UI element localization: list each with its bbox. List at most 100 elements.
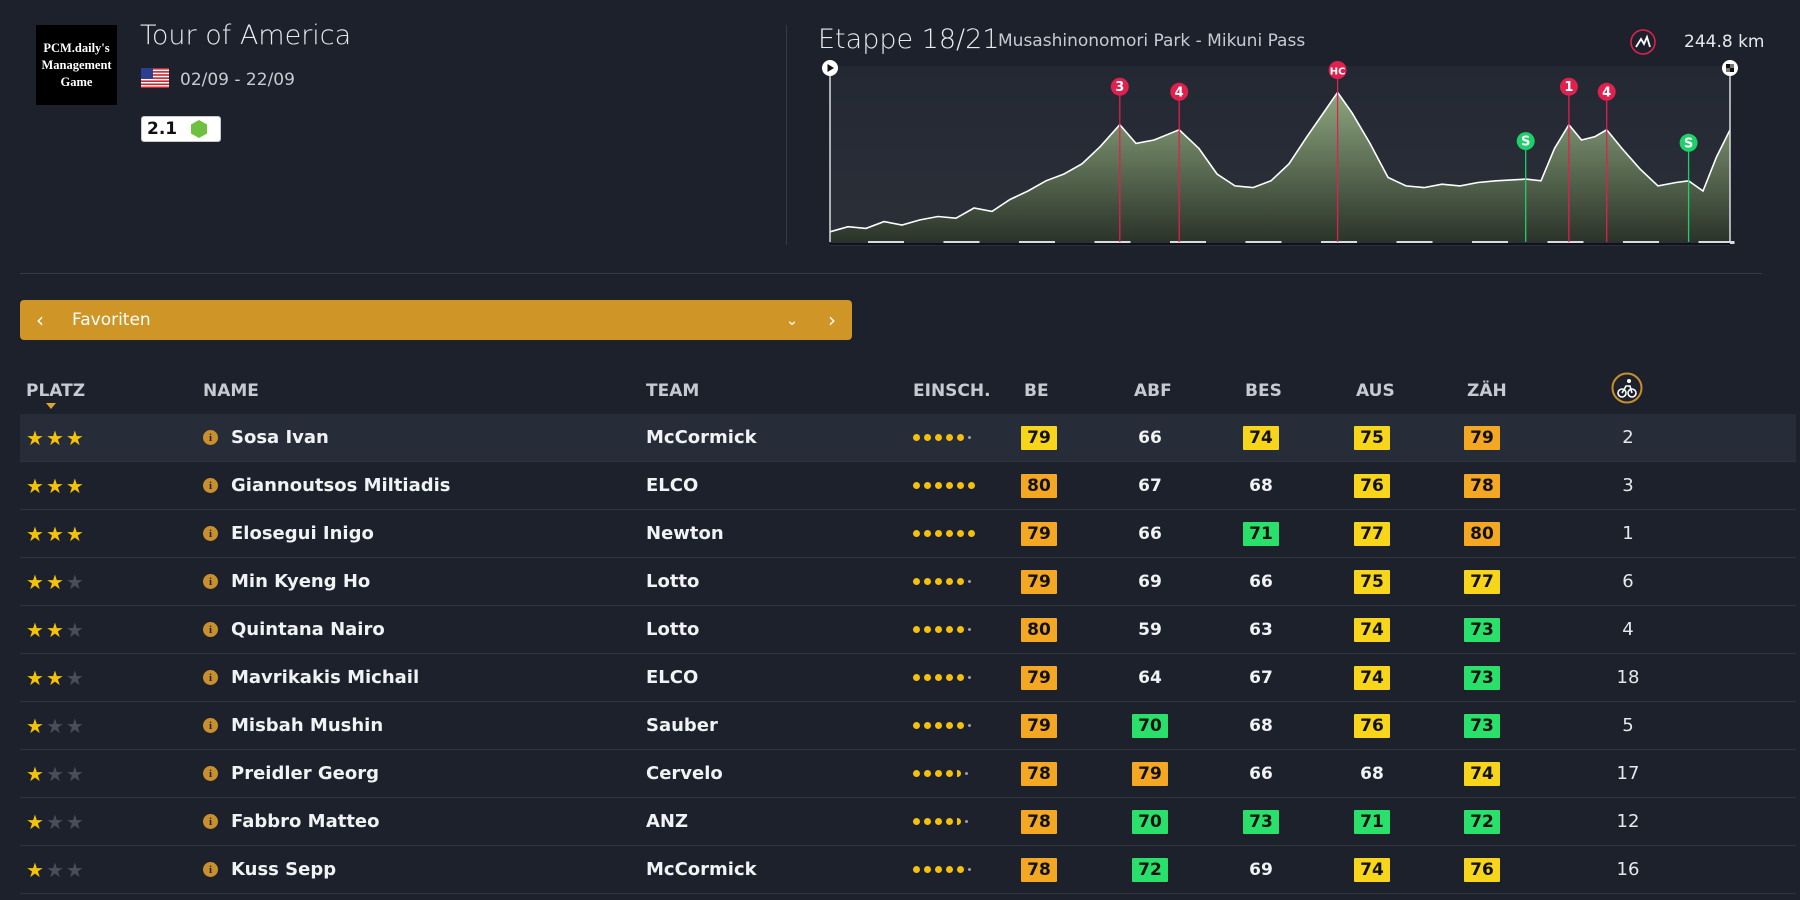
stat-abf-value: 69: [1138, 571, 1162, 592]
form-dot: [946, 818, 953, 825]
rider-team[interactable]: Cervelo: [646, 763, 723, 784]
header-platz[interactable]: PLATZ: [26, 381, 86, 401]
km-tick: [1547, 241, 1584, 244]
info-icon[interactable]: i: [203, 510, 218, 557]
table-row[interactable]: ★ ★ ★ i Mavrikakis Michail ELCO 79 64 67 74 73 18: [20, 654, 1796, 702]
rider-team[interactable]: McCormick: [646, 859, 757, 880]
finish-flag-icon: [1722, 60, 1738, 76]
star-icon: ★: [26, 665, 46, 690]
stat-aus: 71: [1354, 798, 1390, 845]
stat-aus-value: 68: [1360, 763, 1384, 784]
climb-marker[interactable]: [1597, 82, 1616, 101]
rider-name[interactable]: Elosegui Inigo: [231, 523, 374, 544]
form-dot-small: [968, 436, 971, 439]
info-icon[interactable]: i: [203, 462, 218, 509]
race-category-badge: 2.1: [141, 116, 221, 142]
header-team[interactable]: TEAM: [646, 381, 700, 401]
chevron-right-icon[interactable]: ›: [828, 308, 836, 332]
rider-name[interactable]: Preidler Georg: [231, 763, 379, 784]
rider-team[interactable]: Lotto: [646, 571, 700, 592]
header-aus[interactable]: AUS: [1356, 381, 1395, 401]
climb-marker-label: HC: [1330, 67, 1346, 78]
rider-name[interactable]: Giannoutsos Miltiadis: [231, 475, 451, 496]
table-row[interactable]: ★ ★ ★ i Misbah Mushin Sauber 79 70 68 76 73 5: [20, 702, 1796, 750]
table-row[interactable]: ★ ★ ★ i Quintana Nairo Lotto 80 59 63 74 73 4: [20, 606, 1796, 654]
header-be[interactable]: BE: [1024, 381, 1049, 401]
rider-team[interactable]: Sauber: [646, 715, 718, 736]
form-dot: [946, 722, 953, 729]
rating-stars: ★ ★ ★: [26, 750, 86, 797]
selector-label[interactable]: Favoriten: [72, 310, 151, 330]
header-bes[interactable]: BES: [1245, 381, 1282, 401]
stat-zah: 76: [1464, 846, 1500, 893]
favorites-selector[interactable]: ‹ Favoriten ⌄ ›: [20, 300, 852, 340]
header-einsch[interactable]: EINSCH.: [913, 381, 991, 401]
form-indicator: [913, 846, 971, 893]
table-row[interactable]: ★ ★ ★ i Fabbro Matteo ANZ 78 70 73 71 72 12: [20, 798, 1796, 846]
table-row[interactable]: ★ ★ ★ i Giannoutsos Miltiadis ELCO 80 67 68 76 78 3: [20, 462, 1796, 510]
info-icon[interactable]: i: [203, 846, 218, 893]
climb-marker[interactable]: [1559, 77, 1578, 96]
header-abf[interactable]: ABF: [1134, 381, 1172, 401]
mountain-profile-icon[interactable]: [1630, 29, 1656, 55]
stat-aus-badge: 74: [1354, 665, 1390, 690]
rider-rank: 3: [1622, 475, 1634, 496]
form-dot: [913, 818, 920, 825]
rider-team[interactable]: ELCO: [646, 667, 699, 688]
km-tick: [1094, 241, 1131, 244]
rider-team[interactable]: Newton: [646, 523, 724, 544]
rider-name[interactable]: Sosa Ivan: [231, 427, 329, 448]
stat-zah: 73: [1464, 654, 1500, 701]
form-dot: [924, 434, 931, 441]
info-icon[interactable]: i: [203, 702, 218, 749]
climb-marker[interactable]: [1110, 77, 1129, 96]
sprint-marker[interactable]: [1516, 132, 1535, 151]
table-row[interactable]: ★ ★ ★ i Kuss Sepp McCormick 78 72 69 74 76 16: [20, 846, 1796, 894]
rider-team[interactable]: McCormick: [646, 427, 757, 448]
info-icon[interactable]: i: [203, 654, 218, 701]
info-icon[interactable]: i: [203, 558, 218, 605]
stat-zah: 78: [1464, 462, 1500, 509]
rider-team[interactable]: Lotto: [646, 619, 700, 640]
climb-marker[interactable]: [1328, 61, 1347, 79]
form-indicator: [913, 750, 968, 797]
header-bottom-divider: [20, 273, 1762, 274]
star-icon: ★: [65, 521, 86, 546]
rider-name[interactable]: Min Kyeng Ho: [231, 571, 371, 592]
cyclist-icon[interactable]: [1611, 372, 1643, 404]
climb-marker[interactable]: [1170, 82, 1189, 101]
table-row[interactable]: ★ ★ ★ i Min Kyeng Ho Lotto 79 69 66 75 77 6: [20, 558, 1796, 606]
stat-bes: 73: [1243, 798, 1279, 845]
stat-be: 80: [1021, 606, 1057, 653]
chevron-left-icon[interactable]: ‹: [36, 308, 44, 332]
form-dot-small: [965, 820, 968, 823]
stat-bes: 74: [1243, 414, 1279, 461]
info-icon[interactable]: i: [203, 414, 218, 461]
header-name[interactable]: NAME: [203, 381, 259, 401]
info-icon[interactable]: i: [203, 606, 218, 653]
table-row[interactable]: ★ ★ ★ i Elosegui Inigo Newton 79 66 71 77 80 1: [20, 510, 1796, 558]
rider-name[interactable]: Quintana Nairo: [231, 619, 385, 640]
rider-team[interactable]: ELCO: [646, 475, 699, 496]
climb-marker-label: 4: [1602, 85, 1611, 100]
stat-zah-badge: 80: [1464, 521, 1500, 546]
rider-rank: 2: [1622, 427, 1634, 448]
rider-team[interactable]: ANZ: [646, 811, 689, 832]
info-icon[interactable]: i: [203, 798, 218, 845]
stat-abf-value: 66: [1138, 427, 1162, 448]
rider-name[interactable]: Fabbro Matteo: [231, 811, 380, 832]
info-icon[interactable]: i: [203, 750, 218, 797]
rating-stars: ★ ★ ★: [26, 558, 86, 605]
form-dot: [924, 866, 931, 873]
stat-abf: 79: [1132, 750, 1168, 797]
sprint-marker[interactable]: [1679, 133, 1698, 152]
form-dot: [935, 770, 942, 777]
table-row[interactable]: ★ ★ ★ i Preidler Georg Cervelo 78 79 66 68 74 17: [20, 750, 1796, 798]
star-icon: ★: [65, 425, 86, 450]
rider-name[interactable]: Mavrikakis Michail: [231, 667, 420, 688]
table-row[interactable]: ★ ★ ★ i Sosa Ivan McCormick 79 66 74 75 79 2: [20, 414, 1796, 462]
chevron-down-icon[interactable]: ⌄: [785, 311, 799, 329]
header-zah[interactable]: ZÄH: [1467, 381, 1507, 401]
rider-name[interactable]: Kuss Sepp: [231, 859, 337, 880]
rider-name[interactable]: Misbah Mushin: [231, 715, 384, 736]
